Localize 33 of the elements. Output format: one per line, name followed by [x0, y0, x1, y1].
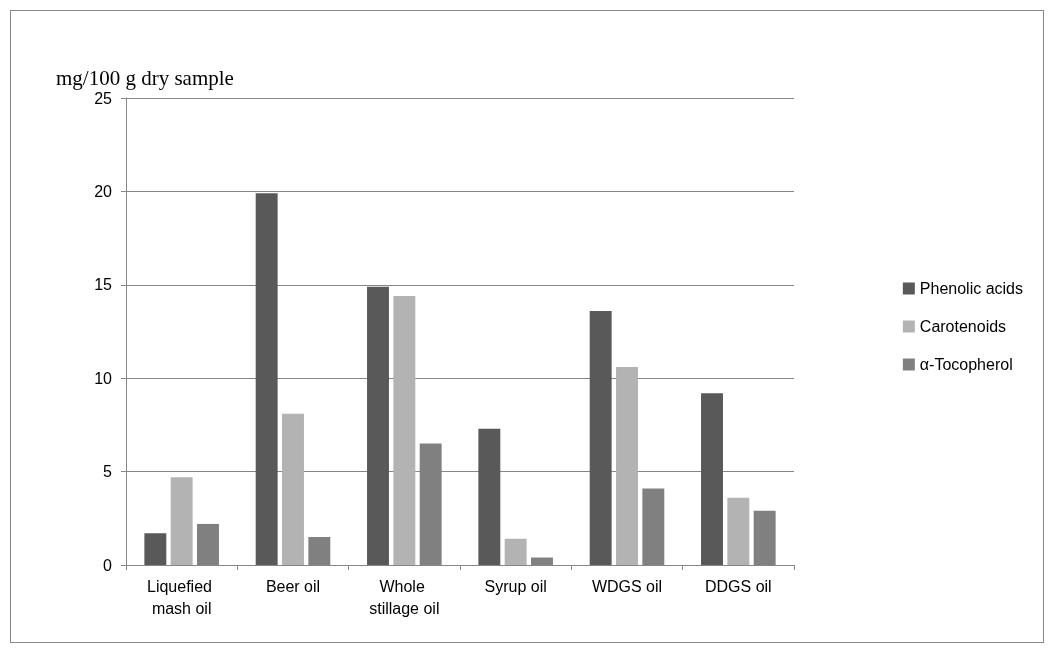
bar — [589, 310, 612, 565]
y-axis-title: mg/100 g dry sample — [56, 65, 234, 90]
y-tick-label: 25 — [94, 89, 113, 107]
bar — [478, 428, 501, 565]
bar — [616, 366, 638, 565]
bar — [308, 536, 331, 565]
x-tick-label: Beer oil — [265, 577, 321, 595]
bar — [197, 523, 219, 565]
bar — [642, 488, 665, 565]
y-tick-label: 15 — [94, 276, 113, 294]
y-tick-label: 10 — [94, 369, 113, 387]
x-tick-label: Liquefied mash oil — [146, 577, 217, 617]
legend-label: α-Tocopherol — [919, 356, 1013, 373]
y-tick-label: 0 — [103, 556, 113, 574]
x-tick-label: Whole stillage oil — [369, 577, 440, 617]
bar — [255, 193, 278, 565]
y-tick-label: 5 — [103, 463, 113, 481]
x-tick-label: WDGS oil — [591, 577, 663, 595]
bar — [170, 477, 193, 565]
bar — [282, 413, 304, 565]
bar — [753, 510, 776, 565]
bar — [727, 497, 750, 565]
y-tick-label: 20 — [94, 182, 113, 200]
bar — [393, 296, 416, 565]
bar — [144, 533, 167, 565]
legend-label: Carotenoids — [919, 318, 1007, 335]
x-tick-label: DDGS oil — [704, 577, 772, 595]
bar — [531, 557, 553, 565]
bar — [367, 286, 389, 565]
bar — [504, 538, 527, 565]
legend-label: Phenolic acids — [919, 280, 1023, 297]
bar — [701, 393, 723, 565]
x-tick-label: Syrup oil — [484, 577, 547, 595]
